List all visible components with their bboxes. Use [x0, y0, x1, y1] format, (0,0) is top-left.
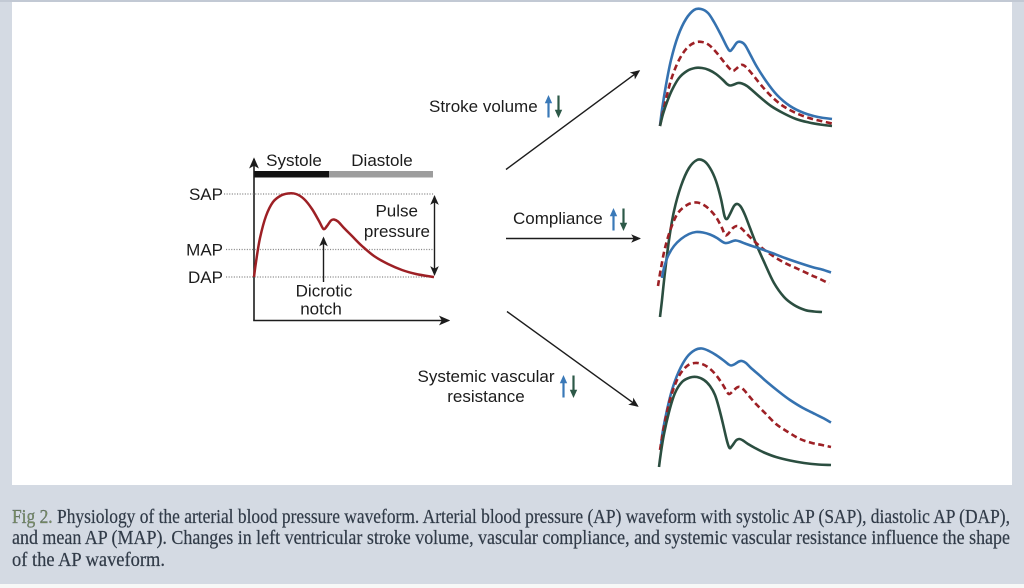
svg-text:Diastole: Diastole: [351, 151, 412, 170]
svg-text:Systole: Systole: [266, 151, 322, 170]
svg-text:Dicrotic: Dicrotic: [296, 282, 353, 301]
svg-text:DAP: DAP: [188, 268, 223, 287]
svg-text:Pulse: Pulse: [375, 202, 418, 221]
svg-text:MAP: MAP: [186, 241, 223, 260]
svg-text:Stroke volume: Stroke volume: [429, 97, 538, 116]
svg-text:resistance: resistance: [447, 387, 524, 406]
svg-text:Systemic vascular: Systemic vascular: [418, 367, 555, 386]
svg-text:notch: notch: [300, 300, 342, 319]
svg-text:SAP: SAP: [189, 185, 223, 204]
svg-text:Compliance: Compliance: [513, 209, 603, 228]
svg-text:pressure: pressure: [364, 222, 430, 241]
